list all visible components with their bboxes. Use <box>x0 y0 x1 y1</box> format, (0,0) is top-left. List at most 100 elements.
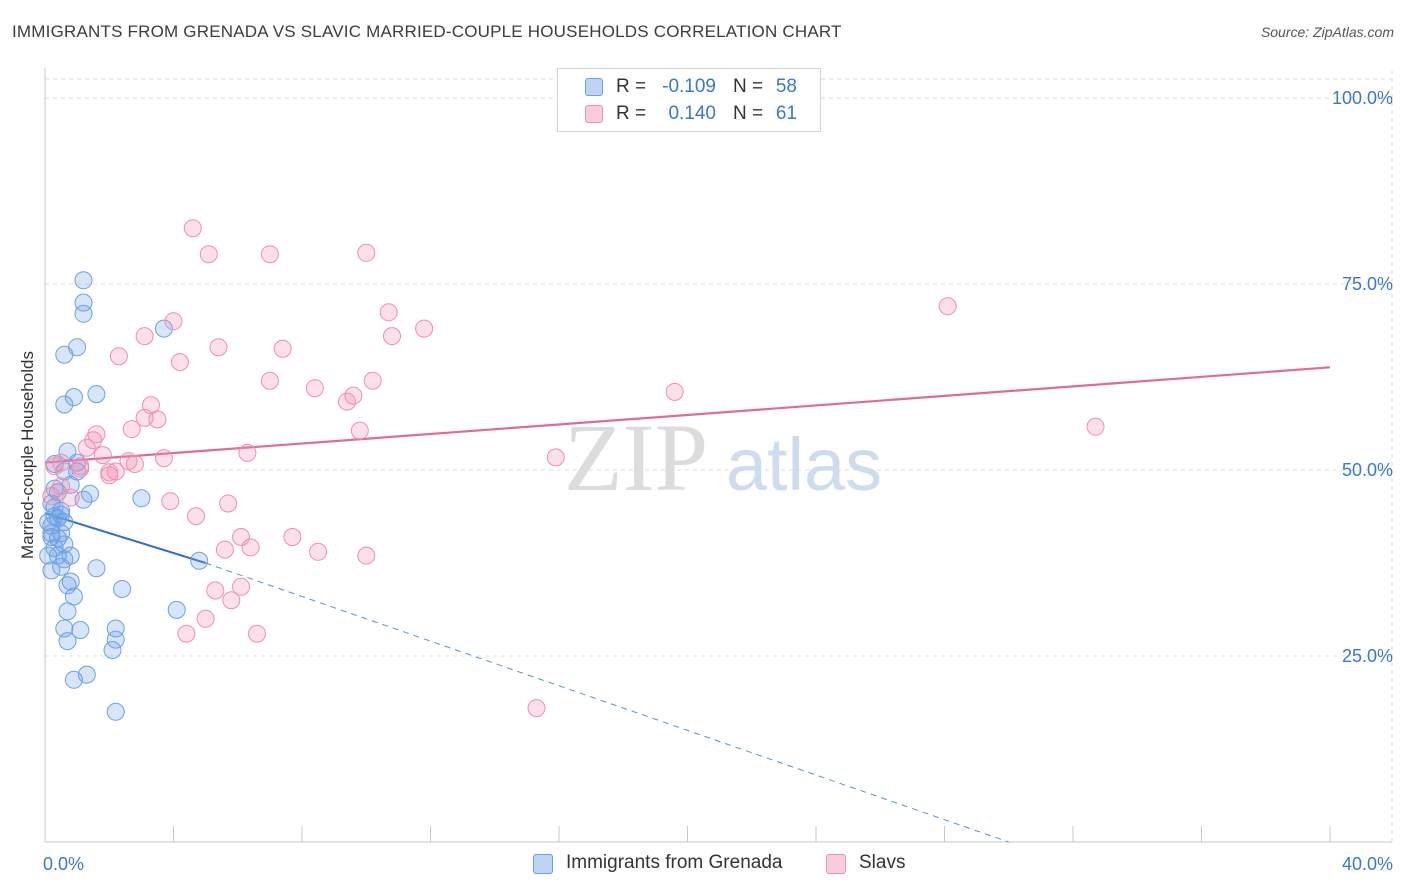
point-grenada <box>64 388 83 407</box>
point-slavs <box>222 591 241 610</box>
legend-swatch-slavs <box>585 105 603 123</box>
stats-legend: R = -0.109 N = 58 R = 0.140 N = 61 <box>557 68 821 132</box>
point-grenada <box>55 395 74 414</box>
legend-r-label: R = <box>616 103 647 124</box>
point-grenada <box>103 641 122 659</box>
point-slavs <box>215 540 234 559</box>
bottom-legend-swatch-slavs <box>826 854 846 874</box>
y-tick-label: 25.0% <box>1342 646 1393 666</box>
point-grenada <box>190 551 209 570</box>
point-slavs <box>71 459 90 478</box>
point-grenada <box>106 702 125 721</box>
point-slavs <box>260 371 279 390</box>
point-slavs <box>379 303 398 322</box>
watermark: ZIP atlas <box>564 404 882 511</box>
point-slavs <box>164 312 183 331</box>
point-slavs <box>177 624 196 643</box>
point-grenada <box>74 304 93 323</box>
y-tick-labels: 25.0% 50.0% 75.0% 100.0% <box>1332 88 1393 666</box>
point-grenada <box>64 587 83 606</box>
y-tick-label: 75.0% <box>1342 274 1393 294</box>
point-grenada <box>52 524 71 543</box>
point-slavs <box>187 507 205 526</box>
trend-line-grenada-extension <box>205 562 1009 843</box>
point-slavs <box>52 453 71 472</box>
legend-n-value: 58 <box>775 76 797 97</box>
point-grenada <box>52 501 71 520</box>
legend-n-label: N = <box>733 103 764 124</box>
point-slavs <box>383 327 401 346</box>
legend-r-value: -0.109 <box>662 76 716 97</box>
point-grenada <box>87 385 106 404</box>
point-grenada <box>52 557 71 576</box>
point-slavs <box>232 577 250 596</box>
point-slavs <box>415 319 434 338</box>
point-grenada <box>154 319 173 338</box>
point-slavs <box>1086 417 1105 436</box>
x-tick-label-max: 40.0% <box>1342 854 1393 874</box>
point-slavs <box>238 443 257 462</box>
point-slavs <box>546 448 565 467</box>
point-slavs <box>938 297 957 316</box>
bottom-legend-item-slavs[interactable]: Slavs <box>826 852 936 876</box>
point-grenada <box>58 576 77 595</box>
point-slavs <box>305 379 324 398</box>
point-slavs <box>77 438 96 457</box>
point-grenada <box>55 345 74 364</box>
point-slavs <box>135 408 154 427</box>
legend-r-value: 0.140 <box>668 103 716 124</box>
trend-line-grenada <box>44 512 206 564</box>
point-slavs <box>135 327 154 346</box>
point-grenada <box>39 546 58 565</box>
bottom-legend-label-slavs: Slavs <box>859 852 906 873</box>
point-slavs <box>109 347 128 366</box>
point-slavs <box>199 245 218 264</box>
legend-n-label: N = <box>733 76 764 97</box>
watermark-zip: ZIP <box>564 404 708 511</box>
point-slavs <box>125 455 144 473</box>
point-grenada <box>167 600 186 619</box>
point-grenada <box>113 580 132 598</box>
point-slavs <box>527 699 546 718</box>
x-tick-labels: 0.0% 40.0% <box>43 854 1393 874</box>
point-slavs <box>206 581 225 600</box>
point-slavs <box>338 392 356 411</box>
point-grenada <box>42 561 61 580</box>
point-slavs <box>309 542 328 561</box>
axes <box>44 68 1392 843</box>
point-slavs <box>161 492 180 511</box>
point-slavs <box>248 624 266 643</box>
point-slavs <box>93 446 112 465</box>
point-slavs <box>363 371 382 390</box>
point-grenada <box>64 670 83 689</box>
y-axis-label: Married-couple Households <box>18 351 37 559</box>
point-slavs <box>61 488 80 507</box>
point-slavs <box>84 431 103 450</box>
trend-line-slavs <box>44 366 1331 464</box>
bottom-legend-item-grenada[interactable]: Immigrants from Grenada <box>533 852 813 876</box>
point-slavs <box>196 609 215 628</box>
point-slavs <box>260 245 279 264</box>
point-slavs <box>42 487 61 505</box>
source-credit: Source: ZipAtlas.com <box>1260 24 1394 40</box>
legend-r-label: R = <box>616 76 647 97</box>
point-slavs <box>357 546 376 565</box>
point-slavs <box>209 338 228 357</box>
point-grenada <box>58 632 77 651</box>
legend-row-slavs: R = 0.140 N = 61 <box>558 101 820 127</box>
point-grenada <box>106 630 125 649</box>
point-slavs <box>219 494 238 513</box>
point-slavs <box>273 339 292 358</box>
data-points <box>39 219 1105 721</box>
point-grenada <box>71 621 90 639</box>
point-grenada <box>42 494 61 513</box>
bottom-legend-label-grenada: Immigrants from Grenada <box>566 852 783 873</box>
watermark-atlas: atlas <box>726 423 882 506</box>
point-slavs <box>154 449 173 468</box>
legend-swatch-grenada <box>585 78 603 96</box>
point-slavs <box>100 466 119 485</box>
point-grenada <box>132 489 151 508</box>
point-grenada <box>58 602 77 621</box>
legend-n-value: 61 <box>775 103 797 124</box>
